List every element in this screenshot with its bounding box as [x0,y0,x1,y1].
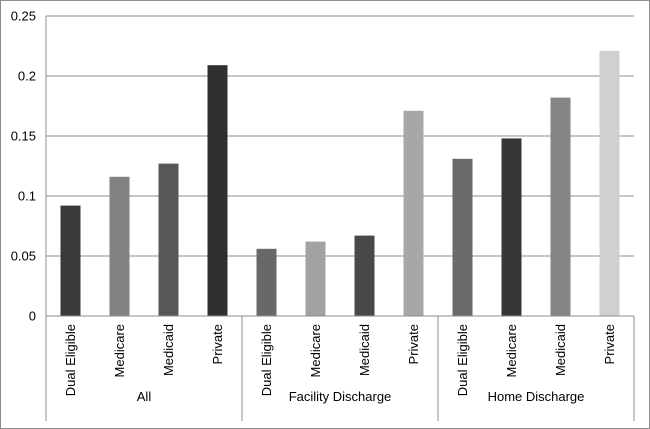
x-group-label: Home Discharge [488,389,585,404]
bar [60,205,81,316]
bar [256,248,277,316]
bar [109,176,130,316]
x-axis [45,16,635,421]
x-category-label: Dual Eligible [455,324,470,396]
x-category-labels: Dual Eligible Medicare Medicaid Private Dual… [63,324,617,396]
x-category-label: Medicaid [553,324,568,376]
bar [305,241,326,316]
bar [452,158,473,316]
y-tick-label: 0.15 [11,129,36,144]
x-category-label: Private [602,324,617,364]
y-axis-ticks: 0 0.05 0.1 0.15 0.2 0.25 [11,9,36,324]
x-category-label: Dual Eligible [63,324,78,396]
y-tick-label: 0.1 [18,189,36,204]
bar [354,235,375,316]
x-category-label: Medicaid [357,324,372,376]
x-category-label: Private [210,324,225,364]
x-category-label: Medicare [308,324,323,377]
x-group-label: Facility Discharge [289,389,392,404]
bar [158,163,179,316]
bar [599,50,620,317]
y-tick-label: 0.2 [18,69,36,84]
y-tick-label: 0 [29,309,36,324]
bar [403,110,424,316]
y-tick-label: 0.25 [11,9,36,24]
bar [501,138,522,316]
bars [60,50,620,317]
bar [550,97,571,316]
x-category-label: Medicaid [161,324,176,376]
bar [207,65,228,316]
gridlines [46,15,634,257]
x-group-label: All [137,389,152,404]
x-category-label: Dual Eligible [259,324,274,396]
x-group-labels: All Facility Discharge Home Discharge [137,389,585,404]
x-category-label: Medicare [504,324,519,377]
x-category-label: Medicare [112,324,127,377]
y-tick-label: 0.05 [11,249,36,264]
x-category-label: Private [406,324,421,364]
